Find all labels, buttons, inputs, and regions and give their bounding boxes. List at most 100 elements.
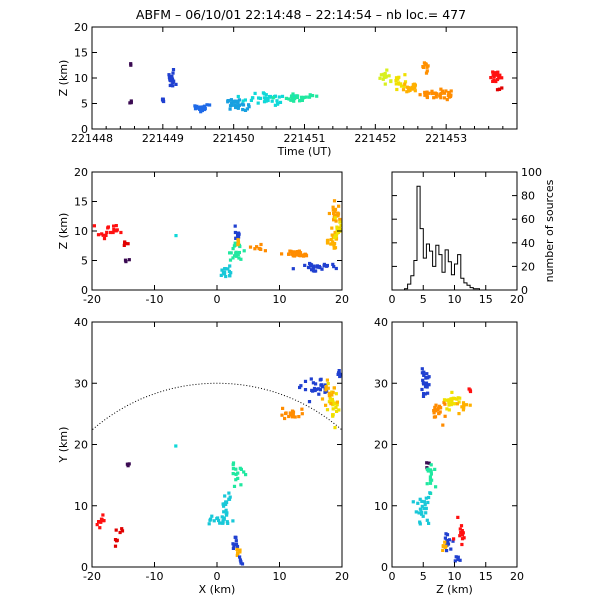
source-point — [287, 414, 291, 419]
source-point — [450, 399, 454, 403]
y-tick-label: 0 — [381, 561, 388, 574]
source-point — [327, 391, 331, 395]
source-point — [238, 548, 242, 552]
source-point — [411, 500, 415, 504]
source-point — [443, 540, 447, 544]
source-point — [320, 385, 324, 389]
source-point — [228, 495, 232, 499]
source-cluster — [453, 555, 462, 563]
source-point — [106, 226, 110, 230]
x-axis-label: Time (UT) — [277, 145, 332, 158]
source-point — [427, 375, 431, 379]
source-point — [420, 387, 424, 392]
source-point — [289, 413, 293, 417]
source-point — [293, 96, 297, 101]
source-point — [495, 77, 500, 82]
source-point — [424, 62, 428, 66]
source-point — [207, 522, 211, 526]
source-point — [445, 539, 449, 543]
source-point — [425, 372, 429, 376]
source-point — [418, 497, 422, 501]
source-point — [303, 379, 308, 383]
source-point — [296, 94, 300, 98]
source-point — [333, 426, 337, 430]
source-point — [447, 400, 451, 404]
source-point — [200, 108, 204, 112]
source-point — [438, 94, 442, 98]
source-point — [233, 243, 237, 247]
source-point — [125, 462, 129, 466]
source-point — [236, 240, 240, 244]
source-point — [105, 230, 109, 234]
source-point — [461, 401, 466, 405]
source-point — [203, 107, 207, 112]
source-point — [336, 214, 340, 218]
source-point — [127, 462, 131, 466]
y-tick-label: 20 — [74, 21, 88, 34]
source-point — [266, 98, 270, 103]
source-point — [429, 469, 433, 473]
source-cluster — [160, 97, 166, 104]
source-point — [498, 73, 502, 77]
source-point — [237, 235, 241, 239]
x-tick-label: 0 — [389, 570, 396, 583]
source-point — [311, 94, 315, 98]
x-tick-label: 221450 — [213, 132, 255, 145]
source-cluster — [280, 406, 304, 421]
source-point — [233, 254, 237, 258]
source-point — [329, 400, 333, 404]
source-point — [222, 510, 226, 514]
source-point — [231, 472, 235, 476]
source-point — [449, 547, 453, 551]
source-cluster — [442, 390, 462, 412]
source-point — [210, 514, 214, 518]
source-point — [221, 521, 225, 525]
source-point — [329, 238, 333, 242]
source-point — [287, 97, 291, 101]
panel-frame — [391, 321, 518, 568]
x-tick-label: 20 — [335, 293, 349, 306]
source-point — [324, 385, 328, 389]
source-point — [330, 393, 334, 397]
source-point — [298, 99, 302, 103]
source-point — [235, 547, 239, 551]
source-point — [426, 467, 430, 471]
y-tick-label: 100 — [521, 166, 542, 179]
source-point — [264, 99, 268, 103]
source-cluster — [394, 73, 408, 92]
source-point — [449, 89, 453, 93]
source-point — [491, 79, 495, 83]
source-point — [332, 199, 337, 203]
source-point — [299, 384, 303, 388]
y-axis-label: Z (km) — [57, 213, 70, 250]
panel-x-height: -20 -10 0 10 20 0 5 10 15 20 Z (km) — [57, 166, 349, 306]
source-point — [225, 513, 229, 517]
source-point — [333, 207, 338, 211]
source-point — [462, 403, 466, 407]
x-tick-label: -20 — [83, 570, 101, 583]
source-point — [231, 461, 236, 465]
source-point — [433, 405, 437, 409]
source-point — [329, 402, 333, 406]
source-cluster — [495, 86, 504, 92]
source-point — [264, 96, 268, 100]
source-point — [104, 233, 108, 237]
source-cluster — [443, 532, 455, 553]
source-point — [99, 517, 104, 521]
y-tick-label: 10 — [74, 225, 88, 238]
source-point — [235, 553, 239, 557]
source-point — [320, 397, 325, 401]
source-point — [319, 383, 324, 387]
source-point — [325, 408, 330, 412]
source-point — [235, 544, 240, 549]
source-cluster — [411, 491, 432, 526]
source-point — [255, 245, 259, 249]
source-point — [233, 230, 237, 235]
source-point — [434, 403, 438, 407]
source-point — [234, 467, 238, 471]
source-point — [430, 478, 434, 482]
source-point — [442, 96, 447, 100]
y-tick-label: 60 — [521, 213, 535, 226]
source-cluster — [425, 463, 438, 495]
